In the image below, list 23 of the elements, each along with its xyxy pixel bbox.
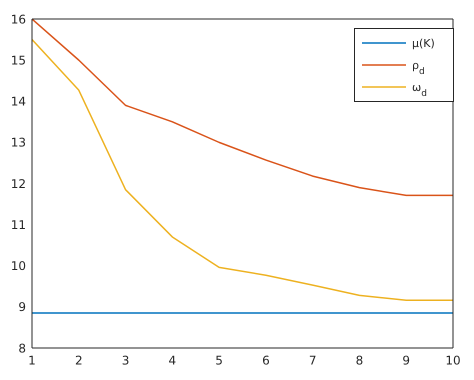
x-tick-label: 6 xyxy=(262,354,270,368)
line-series xyxy=(32,38,453,302)
legend-label: ρ$_{d}$ xyxy=(412,59,425,77)
y-tick-label: 13 xyxy=(10,136,26,150)
x-tick-label: 9 xyxy=(402,354,410,368)
y-tick-label: 12 xyxy=(10,176,26,191)
x-tick-label: 3 xyxy=(122,354,130,368)
y-tick-label: 14 xyxy=(10,94,26,109)
x-tick-label: 10 xyxy=(445,354,461,368)
x-tick-label: 7 xyxy=(308,354,316,368)
x-tick-label: 5 xyxy=(215,354,223,368)
y-tick-label: 15 xyxy=(10,53,26,68)
y-tick-label: 11 xyxy=(10,218,26,232)
x-tick-label: 1 xyxy=(28,354,36,368)
y-tick-label: 16 xyxy=(10,12,26,26)
x-tick-label: 8 xyxy=(356,354,364,368)
y-tick-label: 8 xyxy=(18,341,26,356)
legend-label: μ(K) xyxy=(412,37,435,50)
x-tick-label: 4 xyxy=(168,354,176,368)
y-tick-label: 10 xyxy=(10,259,26,274)
legend-label: ω$_{d}$ xyxy=(412,81,427,99)
x-tick-label: 2 xyxy=(74,354,83,368)
y-tick-label: 9 xyxy=(18,300,26,314)
